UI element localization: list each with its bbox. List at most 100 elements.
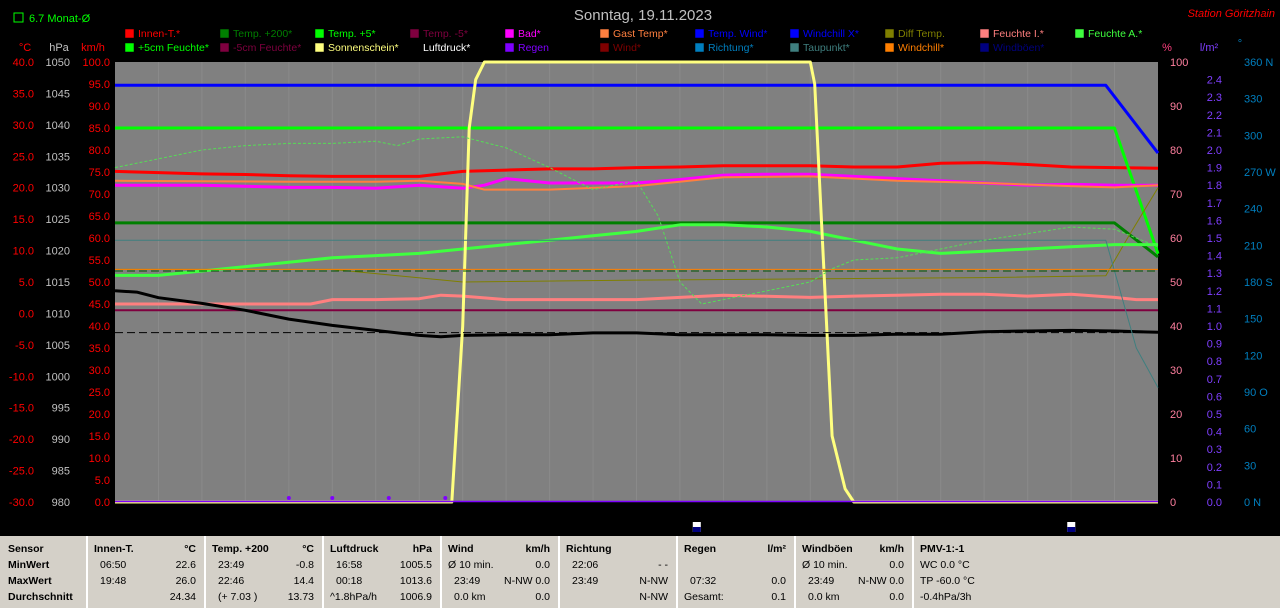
legend-swatch[interactable] [219,28,230,39]
direction-tick-label: 180 S [1244,277,1273,289]
legend-swatch[interactable] [504,28,515,39]
direction-tick-label: 300 [1244,130,1262,142]
legend-label[interactable]: Bad* [518,28,541,40]
legend-swatch[interactable] [694,42,705,53]
legend-label[interactable]: Wind* [613,42,641,54]
legend-label[interactable]: Feuchte A.* [1088,28,1142,40]
wind-tick-label: 35.0 [89,343,110,355]
stats-col-pmv: PMV-1:-1 WC 0.0 °C TP -60.0 °C -0.4hPa/3… [914,536,1280,608]
legend-label[interactable]: Windchill* [898,42,944,54]
weather-chart: 40.0 35.0 30.0 25.0 20.0 15.0 10.0 5.0 0.0 -5.0 -1… [0,0,1280,536]
stats-innen-max-val: 26.0 [175,575,196,587]
stats-wind-unit: km/h [525,543,550,555]
legend-swatch[interactable] [599,28,610,39]
legend-label[interactable]: -5cm Feuchte* [233,42,301,54]
legend-swatch[interactable] [504,42,515,53]
legend-swatch[interactable] [884,28,895,39]
wind-tick-label: 40.0 [89,321,110,333]
legend-label[interactable]: Temp. -5* [423,28,468,40]
rain-event-point [443,496,448,500]
legend-label[interactable]: Innen-T.* [138,28,180,40]
stats-regen-r3a: Gesamt: [684,591,724,603]
stats-richtung-r1b: - - [658,559,668,571]
temp-tick-label: -15.0 [9,403,34,415]
stats-pmv-r2: TP -60.0 °C [920,575,975,587]
rain-tick-label: 2.0 [1207,145,1222,157]
stats-col-temp200: Temp. +200 °C 23:49 -0.8 22:46 14.4 (+ 7… [206,536,324,608]
legend-swatch[interactable] [789,42,800,53]
legend-swatch[interactable] [979,42,990,53]
legend-swatch[interactable] [409,28,420,39]
x-tick-label: 07:00 [405,511,433,523]
series-line [115,239,1159,388]
stats-col-wind: Wind km/h Ø 10 min. 0.0 23:49 N-NW 0.0 0… [442,536,560,608]
rain-tick-label: 0.3 [1207,444,1222,456]
stats-temp200-avg-note: (+ 7.03 ) [218,591,258,603]
station-name: Station Göritzhain [1188,8,1275,20]
legend-label[interactable]: Feuchte I.* [993,28,1044,40]
stats-richtung-r1a: 22:06 [572,559,599,571]
rain-tick-label: 0.7 [1207,374,1222,386]
legend-swatch[interactable] [314,28,325,39]
pressure-tick-label: 1040 [46,120,70,132]
legend-label[interactable]: Regen [518,42,549,54]
unit-rain: l/m² [1200,42,1219,54]
legend-label[interactable]: Windböen* [993,42,1044,54]
rain-tick-label: 0.8 [1207,356,1222,368]
stats-druck-min-val: 1005.5 [399,559,432,571]
direction-tick-label: 60 [1244,424,1256,436]
legend-label[interactable]: Temp. +200* [233,28,292,40]
legend-label[interactable]: +5cm Feuchte* [138,42,209,54]
stats-wind-title: Wind [448,543,474,555]
unit-direction: ° [1238,38,1242,50]
humidity-tick-label: 50 [1170,277,1182,289]
unit-temp: °C [19,42,31,54]
legend-label[interactable]: Temp. Wind* [708,28,768,40]
legend-swatch[interactable] [694,28,705,39]
stats-temp200-title: Temp. +200 [212,543,269,555]
stats-row-label: MaxWert [8,575,52,587]
legend-swatch[interactable] [789,28,800,39]
temp-tick-label: -10.0 [9,371,34,383]
legend-label[interactable]: Taupunkt* [803,42,850,54]
stats-wind-r1a: Ø 10 min. [448,559,494,571]
stats-boeen-r3c: 0.0 [889,591,904,603]
legend-label[interactable]: Sonnenschein* [328,42,399,54]
month-avg-checkbox[interactable] [13,12,24,23]
wind-tick-label: 20.0 [89,409,110,421]
legend-swatch[interactable] [409,42,420,53]
stats-boeen-r3a: 0.0 km [808,591,840,603]
legend-label[interactable]: Luftdruck* [423,42,470,54]
legend-swatch[interactable] [219,42,230,53]
legend-label[interactable]: Richtung* [708,42,754,54]
chart-title: Sonntag, 19.11.2023 [574,7,712,24]
legend-swatch[interactable] [1074,28,1085,39]
legend-swatch[interactable] [979,28,990,39]
legend-label[interactable]: Diff Temp. [898,28,945,40]
pressure-tick-label: 1045 [46,88,70,100]
pressure-tick-label: 1020 [46,246,70,258]
legend-label[interactable]: Windchill X* [803,28,859,40]
direction-tick-label: 90 O [1244,387,1268,399]
legend-swatch[interactable] [124,28,135,39]
humidity-tick-label: 20 [1170,409,1182,421]
stats-row-label: MinWert [8,559,50,571]
wind-tick-label: 45.0 [89,299,110,311]
wind-tick-label: 30.0 [89,365,110,377]
stats-regen-r3b: 0.1 [771,591,786,603]
legend-label[interactable]: Temp. +5* [328,28,376,40]
stats-innen-title: Innen-T. [94,543,134,555]
legend-swatch[interactable] [314,42,325,53]
x-tick-label: 19:00 [927,511,955,523]
rain-tick-label: 1.2 [1207,286,1222,298]
legend-swatch[interactable] [124,42,135,53]
temp-tick-label: -5.0 [15,340,34,352]
stats-row-label: Durchschnitt [8,591,73,603]
rain-tick-label: 1.5 [1207,233,1222,245]
legend-swatch[interactable] [599,42,610,53]
temp-tick-label: 0.0 [19,308,34,320]
rain-tick-label: 1.6 [1207,215,1222,227]
legend-swatch[interactable] [884,42,895,53]
legend-label[interactable]: Gast Temp* [613,28,668,40]
